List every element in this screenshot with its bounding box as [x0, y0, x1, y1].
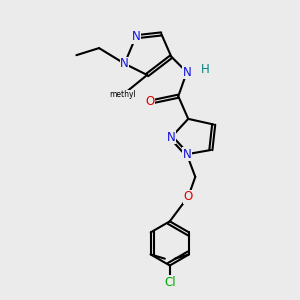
Text: N: N	[183, 66, 192, 79]
Text: H: H	[201, 63, 210, 76]
Text: Cl: Cl	[164, 276, 176, 289]
Text: O: O	[146, 95, 154, 108]
Text: N: N	[182, 148, 191, 161]
Text: N: N	[120, 57, 129, 70]
Text: N: N	[167, 131, 176, 144]
Text: methyl: methyl	[110, 90, 136, 99]
Text: O: O	[184, 190, 193, 203]
Text: N: N	[131, 30, 140, 43]
